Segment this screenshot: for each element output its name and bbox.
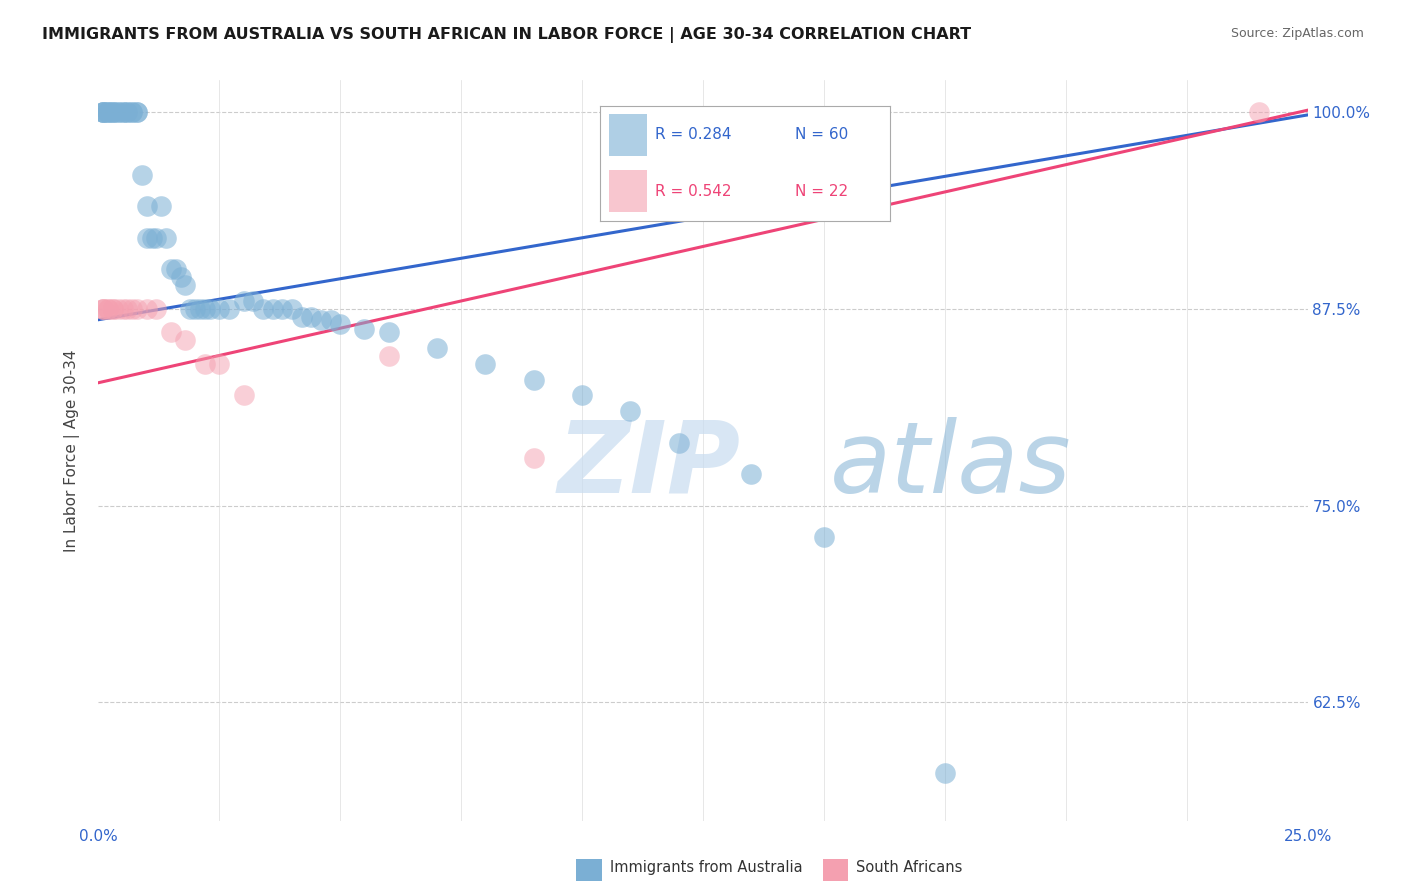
Point (934, 766, 956, 780)
Point (145, 231, 167, 245)
Point (194, 357, 217, 371)
Text: ZIP: ZIP (558, 417, 741, 514)
Point (145, 301, 167, 316)
Point (184, 301, 207, 316)
Point (127, 104, 149, 119)
Point (523, 451, 546, 466)
Point (127, 104, 149, 119)
Point (218, 301, 240, 316)
Point (91, 301, 114, 316)
Point (252, 301, 274, 316)
Point (101, 301, 124, 316)
Point (135, 231, 157, 245)
Y-axis label: In Labor Force | Age 30-34: In Labor Force | Age 30-34 (63, 349, 80, 552)
Text: atlas: atlas (830, 417, 1071, 514)
Point (117, 104, 139, 119)
Point (571, 388, 593, 402)
Point (111, 104, 134, 119)
Point (91, 104, 114, 119)
Point (117, 301, 139, 316)
Point (377, 326, 399, 340)
Point (740, 467, 762, 481)
Text: South Africans: South Africans (856, 860, 963, 874)
Point (377, 349, 399, 363)
Point (232, 388, 254, 402)
Point (111, 104, 134, 119)
Point (179, 301, 201, 316)
Point (169, 270, 191, 285)
Point (150, 199, 173, 213)
Point (174, 333, 197, 347)
Point (91, 104, 114, 119)
Point (426, 341, 449, 355)
Point (107, 104, 129, 119)
Point (188, 301, 211, 316)
Point (160, 262, 183, 277)
Point (101, 301, 124, 316)
Point (523, 373, 546, 387)
Point (353, 322, 375, 336)
Point (194, 301, 217, 316)
Point (101, 104, 124, 119)
Point (290, 310, 312, 324)
Point (97, 104, 120, 119)
Point (131, 168, 153, 182)
Point (281, 301, 304, 316)
Point (160, 326, 183, 340)
Point (91, 301, 114, 316)
Point (1249, 104, 1271, 119)
Point (107, 301, 129, 316)
Point (329, 318, 352, 332)
Point (271, 301, 294, 316)
Point (232, 293, 254, 308)
Point (91, 301, 114, 316)
Point (299, 310, 322, 324)
Point (117, 104, 139, 119)
Point (319, 312, 342, 326)
Point (101, 104, 124, 119)
Point (208, 357, 231, 371)
Point (121, 301, 143, 316)
Point (668, 435, 690, 450)
Point (97, 301, 120, 316)
Point (121, 104, 143, 119)
Point (198, 301, 221, 316)
Point (107, 104, 129, 119)
Point (474, 357, 496, 371)
Point (135, 301, 157, 316)
Point (813, 530, 835, 544)
Point (208, 301, 231, 316)
Point (91, 104, 114, 119)
Point (91, 104, 114, 119)
Point (97, 104, 120, 119)
Point (111, 301, 134, 316)
Point (141, 231, 163, 245)
Point (135, 199, 157, 213)
Point (242, 293, 264, 308)
Point (97, 301, 120, 316)
Text: Source: ZipAtlas.com: Source: ZipAtlas.com (1230, 27, 1364, 40)
Point (121, 104, 143, 119)
Point (97, 104, 120, 119)
Text: Immigrants from Australia: Immigrants from Australia (610, 860, 803, 874)
Point (165, 262, 187, 277)
Point (101, 104, 124, 119)
Point (155, 231, 177, 245)
Point (262, 301, 284, 316)
Point (619, 404, 641, 418)
Point (309, 312, 332, 326)
Point (127, 301, 149, 316)
Text: IMMIGRANTS FROM AUSTRALIA VS SOUTH AFRICAN IN LABOR FORCE | AGE 30-34 CORRELATIO: IMMIGRANTS FROM AUSTRALIA VS SOUTH AFRIC… (42, 27, 972, 43)
Point (174, 278, 197, 293)
